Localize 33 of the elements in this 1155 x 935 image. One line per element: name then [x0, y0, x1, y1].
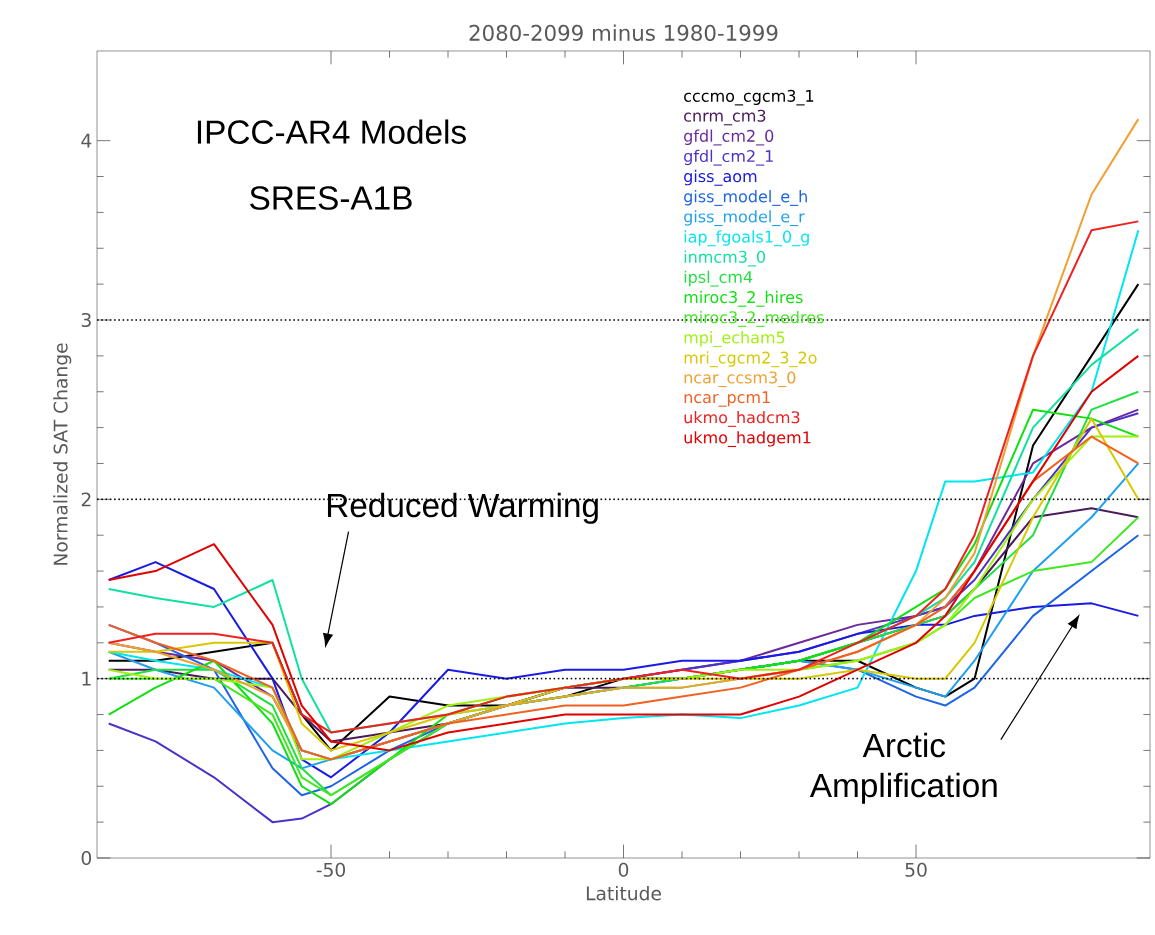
chart-title: 2080-2099 minus 1980-1999: [469, 24, 778, 41]
text: mri_cgcm2_3_2o: [684, 351, 817, 368]
annotation: SRES-A1B: [250, 186, 412, 210]
y-tick-label: 1: [82, 671, 91, 686]
text: giss_model_e_r: [684, 210, 805, 227]
text: cccmo_cgcm3_1: [684, 89, 814, 106]
text: ukmo_hadgem1: [684, 431, 811, 448]
text: cnrm_cm3: [684, 109, 766, 126]
x-tick-label: -50: [316, 862, 346, 877]
y-axis-title: Normalized SAT Change: [53, 343, 72, 565]
y-tick-label: 4: [81, 133, 92, 148]
x-axis-title: Latitude: [586, 885, 661, 901]
annotation: Arctic Amplification: [809, 732, 997, 804]
annotation: Reduced Warming: [327, 492, 598, 524]
y-tick-label: 2: [81, 492, 91, 507]
y-tick-label: 3: [81, 312, 91, 328]
text: ncar_pcm1: [684, 391, 770, 407]
text: miroc3_2_medres: [684, 310, 824, 327]
text: inmcm3_0: [684, 250, 766, 267]
text: iap_fgoals1_0_g: [684, 230, 809, 247]
text: miroc3_2_hires: [684, 290, 803, 307]
x-tick-label: 0: [618, 862, 629, 877]
text: giss_model_e_h: [684, 190, 807, 206]
annotation: IPCC-AR4 Models: [197, 119, 466, 144]
text: gfdl_cm2_1: [684, 149, 773, 166]
text: gfdl_cm2_0: [684, 129, 774, 146]
text: ukmo_hadcm3: [684, 410, 800, 427]
text: mpi_echam5: [684, 331, 785, 348]
x-tick-label: 50: [905, 862, 927, 877]
text: ipsl_cm4: [684, 270, 753, 287]
text: giss_aom: [684, 169, 757, 186]
y-tick-label: 0: [81, 850, 92, 866]
text: ncar_ccsm3_0: [684, 371, 796, 388]
